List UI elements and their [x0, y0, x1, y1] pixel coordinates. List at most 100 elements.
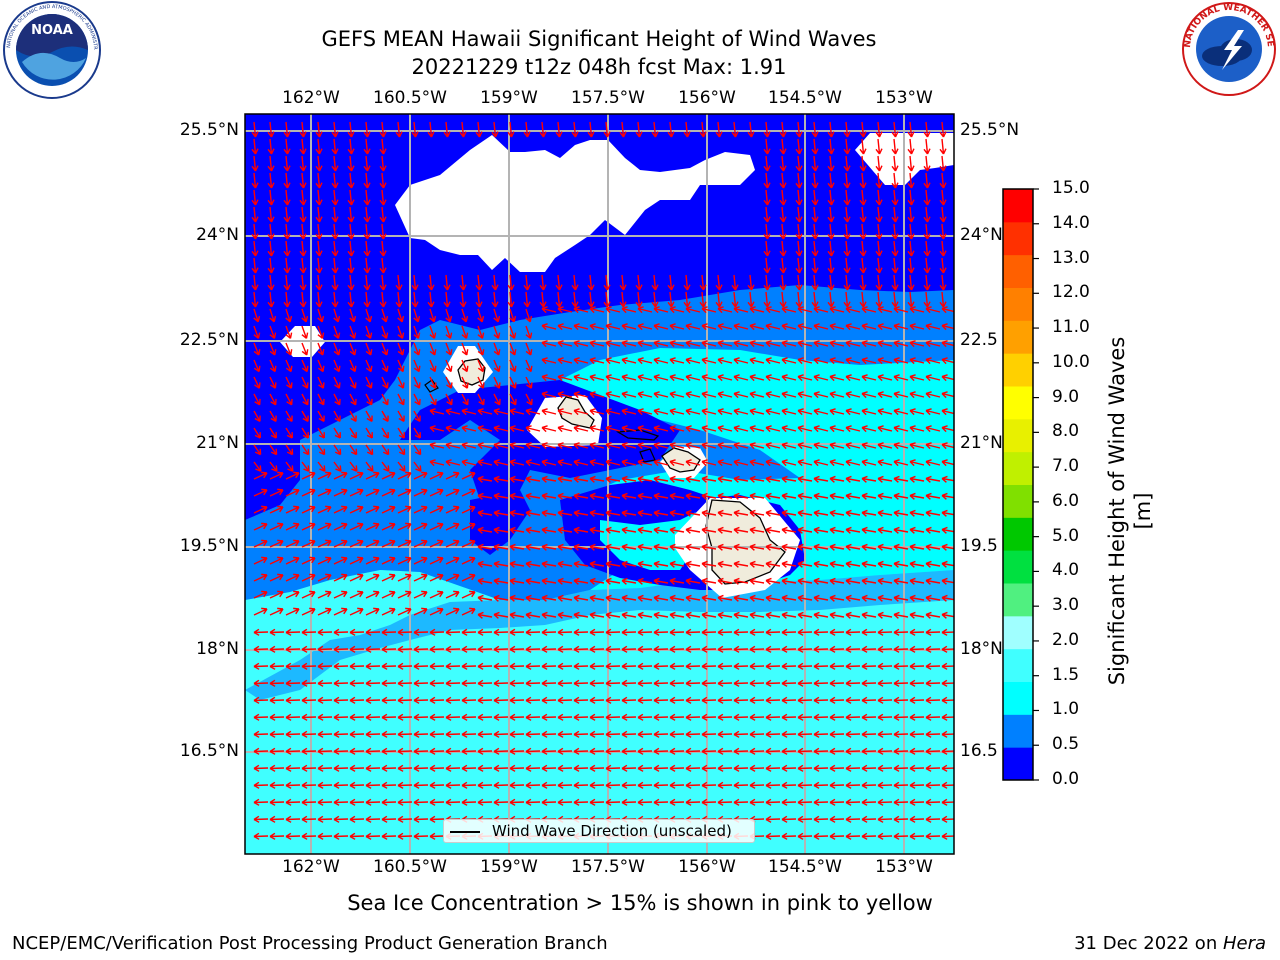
- direction-arrow: [429, 342, 437, 356]
- direction-arrow: [797, 832, 813, 840]
- direction-arrow: [411, 274, 419, 291]
- direction-arrow: [621, 526, 637, 534]
- direction-arrow: [701, 730, 717, 738]
- direction-arrow: [909, 764, 925, 772]
- direction-arrow: [381, 488, 396, 497]
- direction-arrow: [747, 274, 755, 291]
- direction-arrow: [765, 357, 781, 365]
- direction-arrow: [861, 442, 877, 450]
- direction-arrow: [365, 747, 381, 755]
- direction-arrow: [877, 560, 893, 568]
- direction-arrow: [717, 408, 733, 416]
- direction-arrow: [733, 323, 749, 331]
- direction-arrow: [765, 832, 781, 840]
- direction-arrow: [861, 391, 877, 399]
- direction-arrow: [861, 560, 877, 568]
- direction-arrow: [733, 781, 749, 789]
- direction-arrow: [541, 492, 557, 500]
- direction-arrow: [909, 815, 925, 823]
- direction-arrow: [525, 393, 533, 406]
- direction-arrow: [397, 556, 412, 565]
- direction-arrow: [621, 442, 637, 450]
- chart-subtitle: 20221229 t12z 048h fcst Max: 1.91: [411, 55, 787, 79]
- direction-arrow: [541, 628, 557, 636]
- direction-arrow: [653, 526, 669, 534]
- direction-arrow: [605, 594, 621, 602]
- direction-arrow: [797, 577, 813, 585]
- direction-arrow: [269, 505, 284, 514]
- direction-arrow: [653, 357, 669, 365]
- direction-arrow: [749, 798, 765, 806]
- lat-tick-left: 22.5°N: [179, 330, 239, 350]
- direction-arrow: [381, 628, 397, 636]
- direction-arrow: [827, 274, 835, 291]
- direction-arrow: [845, 526, 861, 534]
- colorbar-tick-label: 5.0: [1052, 525, 1080, 546]
- direction-arrow: [589, 442, 605, 450]
- direction-arrow: [829, 764, 845, 772]
- direction-arrow: [317, 798, 333, 806]
- direction-arrow: [685, 628, 701, 636]
- direction-arrow: [541, 459, 557, 467]
- direction-arrow: [781, 798, 797, 806]
- direction-arrow: [429, 764, 445, 772]
- direction-arrow: [701, 645, 717, 653]
- direction-arrow: [397, 359, 405, 373]
- direction-arrow: [315, 257, 323, 274]
- direction-arrow: [653, 374, 669, 382]
- direction-arrow: [285, 505, 300, 514]
- direction-arrow: [861, 730, 877, 738]
- direction-arrow: [363, 257, 371, 274]
- direction-arrow: [717, 679, 733, 687]
- direction-arrow: [331, 206, 339, 223]
- direction-arrow: [893, 543, 909, 551]
- direction-arrow: [333, 607, 348, 616]
- direction-arrow: [397, 393, 405, 406]
- direction-arrow: [589, 577, 605, 585]
- direction-arrow: [621, 509, 637, 517]
- map-gridlines: [245, 114, 954, 854]
- direction-arrow: [813, 764, 829, 772]
- direction-arrow: [461, 488, 476, 497]
- direction-arrow: [541, 781, 557, 789]
- direction-arrow: [781, 560, 797, 568]
- direction-arrow: [701, 594, 717, 602]
- direction-arrow: [733, 357, 749, 365]
- direction-arrow: [269, 679, 285, 687]
- direction-arrow: [333, 781, 349, 789]
- direction-arrow: [877, 306, 893, 314]
- direction-arrow: [893, 747, 909, 755]
- direction-arrow: [413, 342, 421, 356]
- direction-arrow: [365, 662, 381, 670]
- direction-arrow: [397, 325, 405, 339]
- direction-arrow: [429, 832, 445, 840]
- direction-arrow: [509, 594, 525, 602]
- direction-arrow: [603, 274, 611, 291]
- direction-arrow: [299, 121, 307, 138]
- lon-tick-bottom: 153°W: [875, 857, 933, 877]
- direction-arrow: [717, 391, 733, 399]
- lon-tick-bottom: 160.5°W: [373, 857, 447, 877]
- direction-arrow: [763, 121, 771, 138]
- direction-arrow: [685, 357, 701, 365]
- direction-arrow: [683, 291, 691, 308]
- direction-arrow: [269, 781, 285, 789]
- direction-arrow: [557, 509, 573, 517]
- direction-arrow: [379, 223, 387, 240]
- direction-arrow: [429, 408, 445, 416]
- direction-arrow: [573, 696, 589, 704]
- direction-arrow: [509, 645, 525, 653]
- direction-arrow: [443, 121, 451, 138]
- direction-arrow: [861, 425, 877, 433]
- direction-arrow: [685, 374, 701, 382]
- direction-arrow: [269, 798, 285, 806]
- direction-arrow: [605, 611, 621, 619]
- direction-arrow: [381, 342, 389, 356]
- direction-arrow: [861, 798, 877, 806]
- direction-arrow: [685, 475, 701, 483]
- direction-arrow: [669, 696, 685, 704]
- direction-arrow: [925, 577, 941, 585]
- direction-arrow: [379, 291, 387, 308]
- direction-arrow: [845, 645, 861, 653]
- direction-arrow: [813, 323, 829, 331]
